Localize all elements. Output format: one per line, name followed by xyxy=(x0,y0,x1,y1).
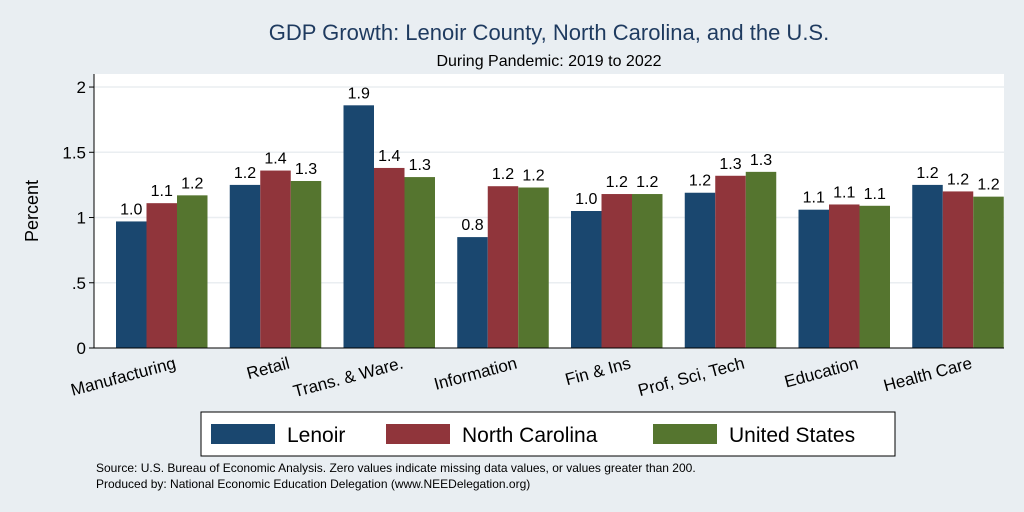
bar xyxy=(942,191,974,348)
bar-data-label: 1.4 xyxy=(378,148,400,165)
bar-data-label: 1.2 xyxy=(916,165,938,182)
bar xyxy=(632,194,663,348)
bar xyxy=(116,221,147,348)
y-ticks-layer: 0 .5 1 1.5 2 xyxy=(62,78,94,358)
legend-swatch xyxy=(386,424,450,444)
bar-data-label: 1.0 xyxy=(120,201,142,218)
bar-data-label: 1.2 xyxy=(492,166,514,183)
legend-swatch xyxy=(211,424,275,444)
bar-data-label: 1.1 xyxy=(864,186,886,203)
bar xyxy=(457,237,488,348)
bar-data-label: 0.8 xyxy=(461,217,483,234)
bar xyxy=(715,175,746,348)
legend: Lenoir North Carolina United States xyxy=(200,411,896,457)
bar-data-label: 1.2 xyxy=(522,168,544,185)
bars-layer xyxy=(116,105,1004,348)
bar xyxy=(260,170,291,348)
bar-data-label: 1.2 xyxy=(636,174,658,191)
bar xyxy=(829,204,860,348)
bar xyxy=(571,211,602,348)
legend-label: North Carolina xyxy=(462,424,598,447)
bar xyxy=(973,196,1004,348)
bar-data-label: 1.2 xyxy=(606,174,628,191)
bar-data-label: 1.9 xyxy=(348,85,370,102)
bar xyxy=(798,209,829,348)
legend-box xyxy=(200,411,896,457)
bar xyxy=(487,186,519,348)
bar-data-label: 1.1 xyxy=(803,190,825,207)
bar xyxy=(859,205,890,348)
data-labels-layer: 1.0 1.1 1.2 1.2 1.4 1.3 1.9 1.4 1.3 0.8 1.2 1.2 1.0 1… xyxy=(120,85,1000,234)
bar xyxy=(745,171,777,348)
source-note: Source: U.S. Bureau of Economic Analysis… xyxy=(96,461,696,475)
bar-data-label: 1.2 xyxy=(689,173,711,190)
bar xyxy=(290,180,322,348)
legend-items: Lenoir North Carolina United States xyxy=(211,424,855,447)
bar xyxy=(343,105,374,348)
y-tick-label: 1 xyxy=(77,209,86,228)
bar-data-label: 1.3 xyxy=(409,157,431,174)
y-tick-label: 2 xyxy=(77,78,86,97)
bar xyxy=(518,187,549,348)
y-tick-label: .5 xyxy=(72,274,86,293)
y-tick-label: 1.5 xyxy=(62,143,86,162)
bar xyxy=(601,194,632,348)
bar-data-label: 1.0 xyxy=(575,191,597,208)
bar xyxy=(684,192,716,348)
bar-data-label: 1.2 xyxy=(181,175,203,192)
bar xyxy=(912,184,943,348)
y-axis-label: Percent xyxy=(22,180,42,242)
legend-swatch xyxy=(653,424,717,444)
produced-by-note: Produced by: National Economic Education… xyxy=(96,477,530,491)
bar xyxy=(146,203,177,348)
bar xyxy=(374,167,405,348)
bar xyxy=(177,195,208,348)
bar-data-label: 1.2 xyxy=(234,165,256,182)
chart-title: GDP Growth: Lenoir County, North Carolin… xyxy=(269,20,829,45)
bar xyxy=(404,177,435,348)
bar-data-label: 1.2 xyxy=(947,171,969,188)
legend-label: Lenoir xyxy=(287,424,345,447)
bar xyxy=(229,184,261,348)
bar-data-label: 1.3 xyxy=(719,156,741,173)
y-tick-label: 0 xyxy=(77,339,86,358)
bar-data-label: 1.2 xyxy=(977,177,999,194)
bar-data-label: 1.3 xyxy=(295,161,317,178)
bar-data-label: 1.4 xyxy=(264,151,286,168)
bar-data-label: 1.3 xyxy=(750,152,772,169)
legend-label: United States xyxy=(729,424,855,447)
bar-data-label: 1.1 xyxy=(151,183,173,200)
bar-data-label: 1.1 xyxy=(833,184,855,201)
chart-subtitle: During Pandemic: 2019 to 2022 xyxy=(436,53,661,70)
